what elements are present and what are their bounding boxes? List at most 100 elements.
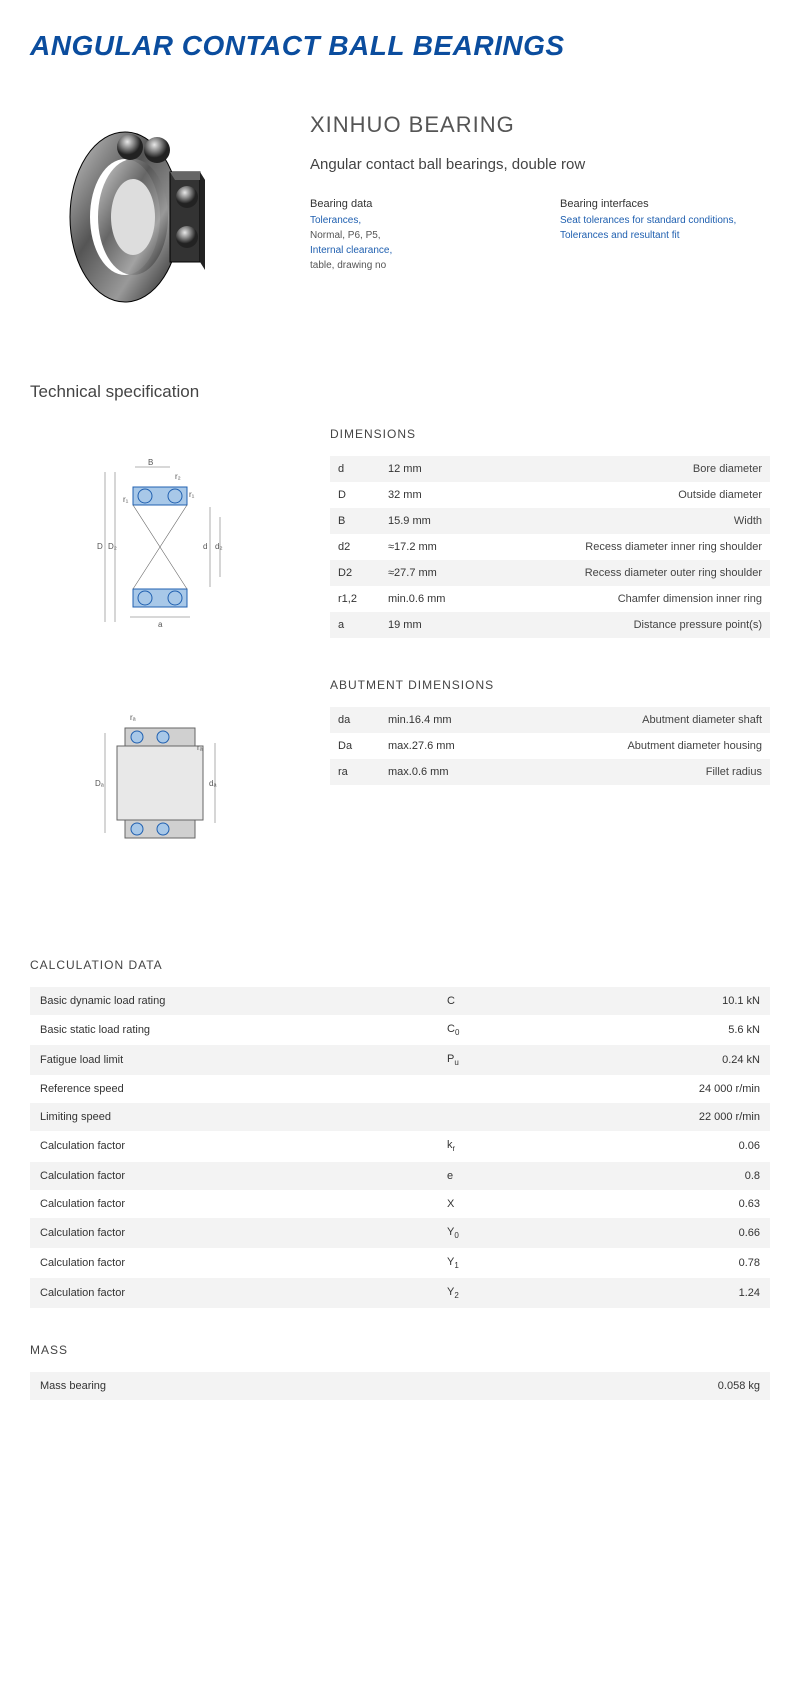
symbol-cell: ra (330, 759, 380, 785)
dimensions-table: d12 mmBore diameterD32 mmOutside diamete… (330, 456, 770, 638)
resultant-fit-link[interactable]: Tolerances and resultant fit (560, 230, 770, 241)
abutment-heading: ABUTMENT DIMENSIONS (330, 678, 770, 692)
dimensions-heading: DIMENSIONS (330, 427, 770, 441)
table-row: d12 mmBore diameter (330, 456, 770, 482)
symbol-cell: kr (437, 1131, 548, 1161)
value-cell: 12 mm (380, 456, 470, 482)
symbol-cell: B (330, 508, 380, 534)
description-cell: Recess diameter inner ring shoulder (470, 534, 770, 560)
symbol-cell: Da (330, 733, 380, 759)
value-cell: min.0.6 mm (380, 586, 470, 612)
symbol-cell: Y1 (437, 1248, 548, 1278)
value-cell: 0.8 (548, 1162, 770, 1190)
value-cell: max.0.6 mm (380, 759, 470, 785)
internal-clearance-link[interactable]: Internal clearance, (310, 245, 520, 256)
seat-tolerances-link[interactable]: Seat tolerances for standard conditions, (560, 215, 770, 226)
abutment-icon: rₐ rₐ Dₐ dₐ (75, 708, 245, 858)
table-row: Damax.27.6 mmAbutment diameter housing (330, 733, 770, 759)
value-cell: 0.24 kN (548, 1045, 770, 1075)
bearing-data-heading: Bearing data (310, 198, 520, 210)
value-cell: 19 mm (380, 612, 470, 638)
label-cell: Limiting speed (30, 1103, 437, 1131)
value-cell: 0.66 (548, 1218, 770, 1248)
calculation-section: CALCULATION DATA Basic dynamic load rati… (30, 958, 770, 1308)
description-cell: Chamfer dimension inner ring (470, 586, 770, 612)
description-cell: Recess diameter outer ring shoulder (470, 560, 770, 586)
table-row: Calculation factorY10.78 (30, 1248, 770, 1278)
label-cell: Basic static load rating (30, 1015, 437, 1045)
svg-text:d₂: d₂ (215, 542, 223, 551)
svg-text:r₂: r₂ (175, 472, 181, 481)
cross-section-icon: B r₂ r₁ r₁ D D₂ d d₂ a (75, 457, 245, 637)
tolerances-link[interactable]: Tolerances, (310, 215, 520, 226)
label-cell: Calculation factor (30, 1131, 437, 1161)
table-row: Calculation factore0.8 (30, 1162, 770, 1190)
value-cell: 24 000 r/min (548, 1075, 770, 1103)
symbol-cell: X (437, 1190, 548, 1218)
bearing-data-col: Bearing data Tolerances, Normal, P6, P5,… (310, 198, 520, 275)
abutment-table: damin.16.4 mmAbutment diameter shaftDama… (330, 707, 770, 785)
abutment-section: rₐ rₐ Dₐ dₐ ABUTMENT DIMENSIONS damin.16… (30, 678, 770, 858)
tech-spec-title: Technical specification (30, 382, 770, 402)
svg-text:B: B (148, 458, 153, 467)
value-cell: 22 000 r/min (548, 1103, 770, 1131)
calculation-table: Basic dynamic load ratingC10.1 kNBasic s… (30, 987, 770, 1308)
symbol-cell: C (437, 987, 548, 1015)
description-cell: Abutment diameter shaft (470, 707, 770, 733)
product-subtitle: Angular contact ball bearings, double ro… (310, 156, 770, 173)
bearing-3d-icon (55, 122, 235, 312)
table-row: D32 mmOutside diameter (330, 482, 770, 508)
product-image (30, 112, 260, 322)
label-cell: Calculation factor (30, 1248, 437, 1278)
label-cell: Basic dynamic load rating (30, 987, 437, 1015)
bearing-interfaces-col: Bearing interfaces Seat tolerances for s… (560, 198, 770, 275)
table-row: Fatigue load limitPu0.24 kN (30, 1045, 770, 1075)
svg-text:d: d (203, 542, 207, 551)
table-row: r1,2min.0.6 mmChamfer dimension inner ri… (330, 586, 770, 612)
value-cell: 15.9 mm (380, 508, 470, 534)
table-row: Mass bearing0.058 kg (30, 1372, 770, 1400)
symbol-cell: da (330, 707, 380, 733)
abutment-diagram: rₐ rₐ Dₐ dₐ (30, 678, 290, 858)
value-cell: 0.78 (548, 1248, 770, 1278)
symbol-cell: Y2 (437, 1278, 548, 1308)
label-cell: Calculation factor (30, 1162, 437, 1190)
mass-table: Mass bearing0.058 kg (30, 1372, 770, 1400)
value-cell: 0.06 (548, 1131, 770, 1161)
symbol-cell: d2 (330, 534, 380, 560)
value-cell: max.27.6 mm (380, 733, 470, 759)
svg-text:r₁: r₁ (123, 495, 129, 504)
symbol-cell: d (330, 456, 380, 482)
label-cell: Calculation factor (30, 1218, 437, 1248)
description-cell: Distance pressure point(s) (470, 612, 770, 638)
symbol-cell (437, 1075, 548, 1103)
value-cell: min.16.4 mm (380, 707, 470, 733)
value-cell: 32 mm (380, 482, 470, 508)
table-row: Calculation factorkr0.06 (30, 1131, 770, 1161)
dimensions-section: B r₂ r₁ r₁ D D₂ d d₂ a DIMENSIONS d12 mm… (30, 427, 770, 638)
table-row: Basic static load ratingC05.6 kN (30, 1015, 770, 1045)
table-row: a19 mmDistance pressure point(s) (330, 612, 770, 638)
description-cell: Bore diameter (470, 456, 770, 482)
symbol-cell: a (330, 612, 380, 638)
table-row: Calculation factorX0.63 (30, 1190, 770, 1218)
table-row: D2≈27.7 mmRecess diameter outer ring sho… (330, 560, 770, 586)
table-row: damin.16.4 mmAbutment diameter shaft (330, 707, 770, 733)
svg-text:Dₐ: Dₐ (95, 779, 105, 788)
value-cell: 0.63 (548, 1190, 770, 1218)
table-row: Basic dynamic load ratingC10.1 kN (30, 987, 770, 1015)
label-cell: Fatigue load limit (30, 1045, 437, 1075)
symbol-cell: r1,2 (330, 586, 380, 612)
description-cell: Abutment diameter housing (470, 733, 770, 759)
mass-section: MASS Mass bearing0.058 kg (30, 1343, 770, 1400)
table-row: Limiting speed 22 000 r/min (30, 1103, 770, 1131)
value-cell: 0.058 kg (548, 1372, 770, 1400)
value-cell: ≈27.7 mm (380, 560, 470, 586)
symbol-cell: Y0 (437, 1218, 548, 1248)
svg-text:D₂: D₂ (108, 542, 117, 551)
value-cell: ≈17.2 mm (380, 534, 470, 560)
product-header: XINHUO BEARING Angular contact ball bear… (30, 112, 770, 322)
symbol-cell: e (437, 1162, 548, 1190)
svg-text:rₐ: rₐ (130, 713, 137, 722)
description-cell: Fillet radius (470, 759, 770, 785)
